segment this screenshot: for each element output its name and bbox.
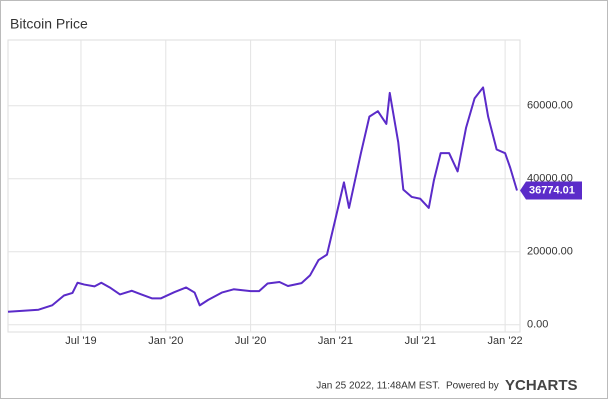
powered-by: Powered by [446,381,499,392]
x-tick-label: Jul '21 [405,335,436,347]
brand-logo: YCHARTS [505,377,578,394]
price-line [7,86,518,313]
y-tick-label: 60000.00 [527,100,573,112]
x-tick-label: Jan '21 [318,335,353,347]
x-tick-label: Jan '20 [148,335,183,347]
x-tick-label: Jul '19 [65,335,96,347]
value-label-box [520,181,582,200]
chart-title: Bitcoin Price [10,16,88,32]
value-label: 36774.01 [529,184,575,196]
y-tick-label: 20000.00 [527,246,573,258]
y-tick-label: 0.00 [527,319,548,331]
x-tick-label: Jul '20 [235,335,266,347]
plot-area [7,39,521,333]
x-tick-label: Jan '22 [488,335,523,347]
timestamp: Jan 25 2022, 11:48AM EST. [316,381,440,392]
